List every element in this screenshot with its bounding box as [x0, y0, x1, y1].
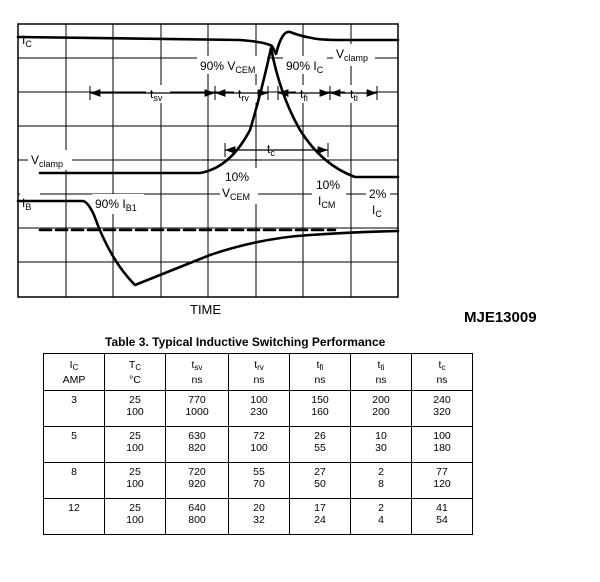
header-trv: trv ns	[228, 353, 290, 391]
header-ic: IC AMP	[43, 353, 105, 391]
cell-tfi: 26 55	[289, 426, 351, 463]
trv-label: trv	[238, 87, 249, 103]
cell-tc: 25 100	[104, 390, 166, 427]
cell-ic: 8	[43, 462, 105, 499]
cell-ic: 5	[43, 426, 105, 463]
header-tc-total: tc ns	[411, 353, 473, 391]
part-number: MJE13009	[464, 309, 537, 326]
header-tti: tti ns	[350, 353, 412, 391]
ib-waveform	[16, 199, 400, 287]
tsv-label: tsv	[150, 87, 163, 103]
cell-tfi: 150 160	[289, 390, 351, 427]
cell-tsv: 720 920	[165, 462, 229, 499]
cell-tc-total: 77 120	[411, 462, 473, 499]
tc-label: tc	[267, 142, 275, 158]
pct90-ib-label: 90% IB1	[95, 197, 137, 213]
switching-waveform-diagram: IC Vclamp 90% VCEM 90% IC tsv trv tfi tt…	[16, 23, 400, 298]
cell-tc-total: 41 54	[411, 498, 473, 535]
pct2-label: 2%	[369, 187, 387, 201]
pct90-vcem-label: 90% VCEM	[200, 59, 255, 75]
cell-tc: 25 100	[104, 462, 166, 499]
cell-trv: 55 70	[228, 462, 290, 499]
tti-label: tti	[350, 87, 358, 103]
pct2-ic-label: IC	[372, 203, 382, 219]
cell-tsv: 640 800	[165, 498, 229, 535]
cell-tsv: 770 1000	[165, 390, 229, 427]
cell-tti: 200 200	[350, 390, 412, 427]
cell-trv: 20 32	[228, 498, 290, 535]
cell-tti: 10 30	[350, 426, 412, 463]
cell-tsv: 630 820	[165, 426, 229, 463]
vclamp-left-label: Vclamp	[31, 153, 63, 169]
cell-trv: 100 230	[228, 390, 290, 427]
switching-performance-table: IC AMP TC °C tsv ns trv ns tfi ns tti ns tc ns …	[43, 353, 473, 535]
table-row: 5 25 100 630 820 72 100 26 55 10 30 100 180	[43, 426, 473, 463]
cell-ic: 3	[43, 390, 105, 427]
cell-ic: 12	[43, 498, 105, 535]
ic-waveform	[16, 30, 400, 56]
ic-label: IC	[22, 33, 32, 49]
header-tfi: tfi ns	[289, 353, 351, 391]
cell-trv: 72 100	[228, 426, 290, 463]
vclamp-top-label: Vclamp	[336, 47, 368, 63]
timing-arrows	[90, 89, 377, 154]
header-tsv: tsv ns	[165, 353, 229, 391]
cell-tfi: 17 24	[289, 498, 351, 535]
table-header-row: IC AMP TC °C tsv ns trv ns tfi ns tti ns tc ns	[43, 353, 473, 391]
cell-tc-total: 100 180	[411, 426, 473, 463]
pct10-icm-label: 10%	[316, 178, 340, 192]
header-tc: TC °C	[104, 353, 166, 391]
table-caption: Table 3. Typical Inductive Switching Per…	[105, 335, 386, 349]
vcem-label: VCEM	[222, 186, 250, 202]
ib-label: IB	[22, 196, 31, 212]
tfi-label: tfi	[300, 87, 308, 103]
table-row: 3 25 100 770 1000 100 230 150 160 200 200 240…	[43, 390, 473, 427]
cell-tc-total: 240 320	[411, 390, 473, 427]
cell-tc: 25 100	[104, 426, 166, 463]
time-axis-label: TIME	[190, 302, 222, 317]
pct10-vcem-label: 10%	[225, 170, 249, 184]
cell-tc: 25 100	[104, 498, 166, 535]
icm-label: ICM	[318, 194, 335, 210]
cell-tfi: 27 50	[289, 462, 351, 499]
pct90-ic-label: 90% IC	[286, 59, 324, 75]
